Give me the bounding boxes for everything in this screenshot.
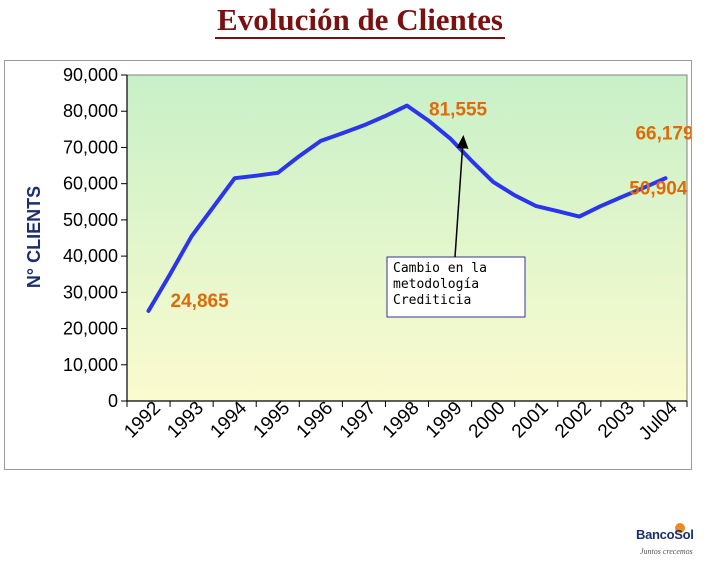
data-label: 81,555 [429, 100, 488, 121]
y-tick-label: 20,000 [63, 319, 118, 339]
series-group [146, 103, 668, 313]
y-tick-label: 30,000 [63, 282, 118, 302]
data-label: 50,904 [629, 179, 688, 200]
sun-icon [675, 523, 685, 533]
data-labels: 24,865 81,555 66,179 50,904 [171, 100, 691, 312]
annotation-line: Cambio en la [393, 261, 487, 276]
clients-line-chart: 0 10,000 20,000 30,000 40,000 50,000 60,000 70,… [24, 65, 691, 445]
annotation-arrow [454, 134, 469, 258]
y-tick-label: 0 [108, 391, 118, 411]
logo-name: BancoSol [636, 527, 694, 542]
y-tick-label: 50,000 [63, 210, 118, 230]
chart-frame: 0 10,000 20,000 30,000 40,000 50,000 60,000 70,… [4, 60, 692, 470]
y-tick-label: 80,000 [63, 101, 118, 121]
data-label: 66,179 [635, 123, 691, 144]
page-title: Evolución de Clientes [215, 2, 505, 39]
bancosol-logo: BancoSol Juntos crecemos [630, 522, 716, 566]
x-axis: 1992199319941995199619971998199920002001… [120, 397, 688, 445]
annotation-line: metodología [393, 277, 479, 292]
y-tick-label: 60,000 [63, 174, 118, 194]
logo-tagline: Juntos crecemos [640, 547, 693, 556]
y-tick-label: 10,000 [63, 355, 118, 375]
y-tick-label: 40,000 [63, 246, 118, 266]
y-axis: 0 10,000 20,000 30,000 40,000 50,000 60,000 70,… [63, 65, 128, 411]
annotation-box [386, 256, 526, 318]
x-tick-label: Jul04 [635, 397, 682, 444]
data-label: 24,865 [171, 291, 230, 312]
y-tick-label: 70,000 [63, 137, 118, 157]
plot-area [126, 74, 688, 402]
y-axis-label: N° CLIENTS [24, 186, 44, 288]
clientes-series-line [146, 103, 668, 313]
annotation-line: Crediticia [393, 293, 471, 308]
y-tick-label: 90,000 [63, 65, 118, 85]
